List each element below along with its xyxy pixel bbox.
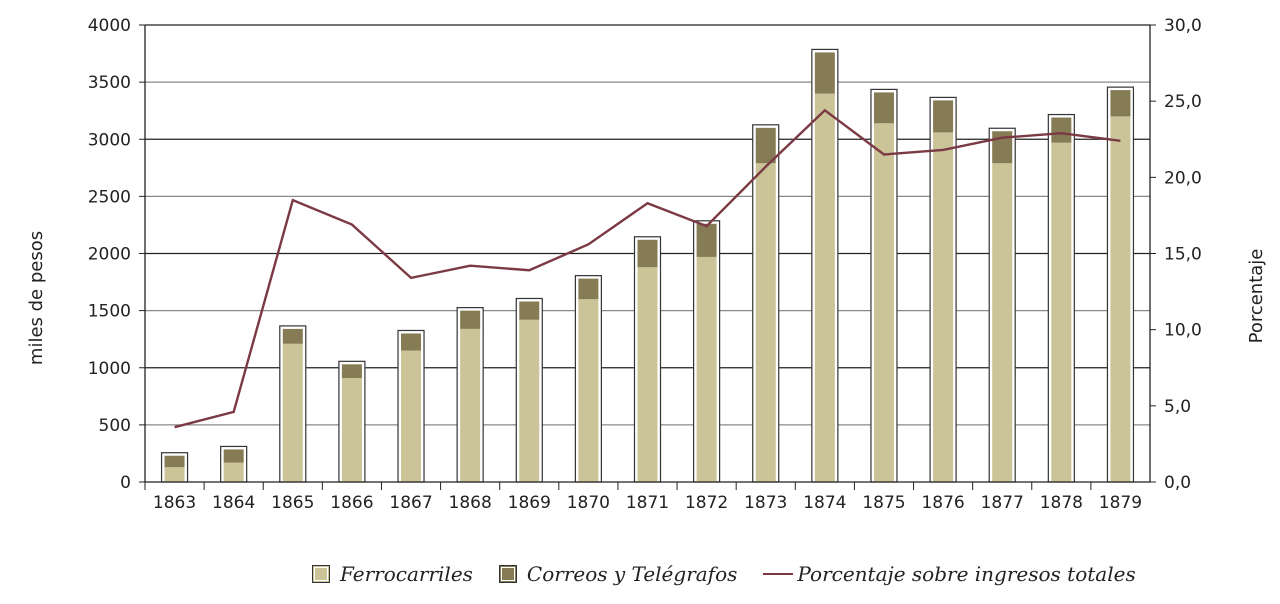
bar-correos-telegrafos [1110, 90, 1131, 117]
bar-ferrocarriles [223, 462, 244, 482]
x-tick-label: 1863 [153, 493, 196, 513]
y-tick-label: 1500 [88, 302, 131, 322]
y2-tick-label: 25,0 [1164, 92, 1202, 112]
y2-tick-label: 10,0 [1164, 321, 1202, 341]
x-tick-label: 1865 [271, 493, 314, 513]
bar-ferrocarriles [1051, 142, 1072, 483]
y2-tick-label: 5,0 [1164, 397, 1191, 417]
bar-correos-telegrafos [282, 328, 303, 344]
x-tick-label: 1874 [803, 493, 846, 513]
bar-correos-telegrafos [223, 449, 244, 463]
y-tick-label: 3000 [88, 130, 131, 150]
bar-correos-telegrafos [164, 455, 185, 468]
y-tick-label: 2500 [88, 187, 131, 207]
y2-axis-label: Porcentaje [1246, 249, 1267, 344]
x-tick-label: 1872 [685, 493, 728, 513]
y-tick-label: 0 [120, 473, 131, 493]
bar-ferrocarriles [460, 328, 481, 482]
y-tick-label: 3500 [88, 73, 131, 93]
x-tick-label: 1875 [862, 493, 905, 513]
y-axis-label: miles de pesos [26, 231, 47, 365]
bar-ferrocarriles [341, 378, 362, 482]
y2-tick-label: 0,0 [1164, 473, 1191, 493]
bar-ferrocarriles [1110, 116, 1131, 483]
legend-label: Ferrocarriles [340, 562, 473, 586]
x-tick-label: 1871 [626, 493, 669, 513]
bar-correos-telegrafos [755, 127, 776, 164]
bar-correos-telegrafos [696, 223, 717, 257]
legend-item-porcentaje: Porcentaje sobre ingresos totales [763, 562, 1136, 586]
x-tick-label: 1876 [921, 493, 964, 513]
bar-correos-telegrafos [341, 364, 362, 379]
x-tick-label: 1866 [330, 493, 373, 513]
legend-line-porcentaje [763, 573, 794, 575]
bar-correos-telegrafos [873, 92, 894, 124]
bar-ferrocarriles [519, 319, 540, 482]
y-tick-label: 2000 [88, 245, 131, 265]
bar-ferrocarriles [933, 132, 954, 482]
x-tick-label: 1879 [1099, 493, 1142, 513]
x-tick-label: 1873 [744, 493, 787, 513]
bar-correos-telegrafos [460, 310, 481, 329]
bar-ferrocarriles [164, 467, 185, 482]
y2-tick-label: 30,0 [1164, 16, 1202, 36]
legend-label: Porcentaje sobre ingresos totales [797, 562, 1136, 586]
y-tick-label: 500 [99, 416, 131, 436]
bar-ferrocarriles [696, 256, 717, 482]
legend: Ferrocarriles Correos y Telégrafos Porce… [312, 562, 1162, 586]
y2-tick-label: 15,0 [1164, 245, 1202, 265]
bar-ferrocarriles [873, 123, 894, 482]
bar-ferrocarriles [992, 163, 1013, 482]
bar-ferrocarriles [282, 343, 303, 482]
bar-ferrocarriles [578, 299, 599, 482]
legend-label: Correos y Telégrafos [526, 562, 738, 586]
line-porcentaje [174, 108, 1121, 429]
bar-correos-telegrafos [637, 239, 658, 268]
bar-ferrocarriles [755, 163, 776, 482]
bar-ferrocarriles [401, 350, 422, 482]
y-tick-label: 1000 [88, 359, 131, 379]
legend-swatch-ferrocarriles [312, 565, 330, 583]
legend-item-ferrocarriles: Ferrocarriles [312, 562, 473, 586]
bar-correos-telegrafos [814, 52, 835, 94]
axes: 0 500 1000 1500 2000 2500 3000 3500 4000 0,0 5,0 10… [88, 16, 1202, 513]
bar-correos-telegrafos [933, 100, 954, 133]
bar-correos-telegrafos [578, 278, 599, 300]
x-tick-label: 1868 [449, 493, 492, 513]
y2-tick-label: 20,0 [1164, 168, 1202, 188]
legend-swatch-correos [498, 565, 517, 583]
x-tick-label: 1870 [567, 493, 610, 513]
x-tick-label: 1867 [389, 493, 432, 513]
x-tick-label: 1877 [981, 493, 1024, 513]
bar-correos-telegrafos [519, 301, 540, 320]
chart-svg: 0 500 1000 1500 2000 2500 3000 3500 4000 0,0 5,0 10… [26, 16, 1267, 513]
bar-correos-telegrafos [401, 333, 422, 351]
percentage-line [174, 108, 1121, 429]
x-tick-label: 1878 [1040, 493, 1083, 513]
y-tick-label: 4000 [88, 16, 131, 36]
bar-correos-telegrafos [1051, 117, 1072, 143]
bars [160, 48, 1135, 483]
bar-ferrocarriles [814, 93, 835, 483]
legend-item-correos: Correos y Telégrafos [498, 562, 738, 586]
x-tick-label: 1864 [212, 493, 255, 513]
x-tick-label: 1869 [508, 493, 551, 513]
bar-ferrocarriles [637, 267, 658, 482]
